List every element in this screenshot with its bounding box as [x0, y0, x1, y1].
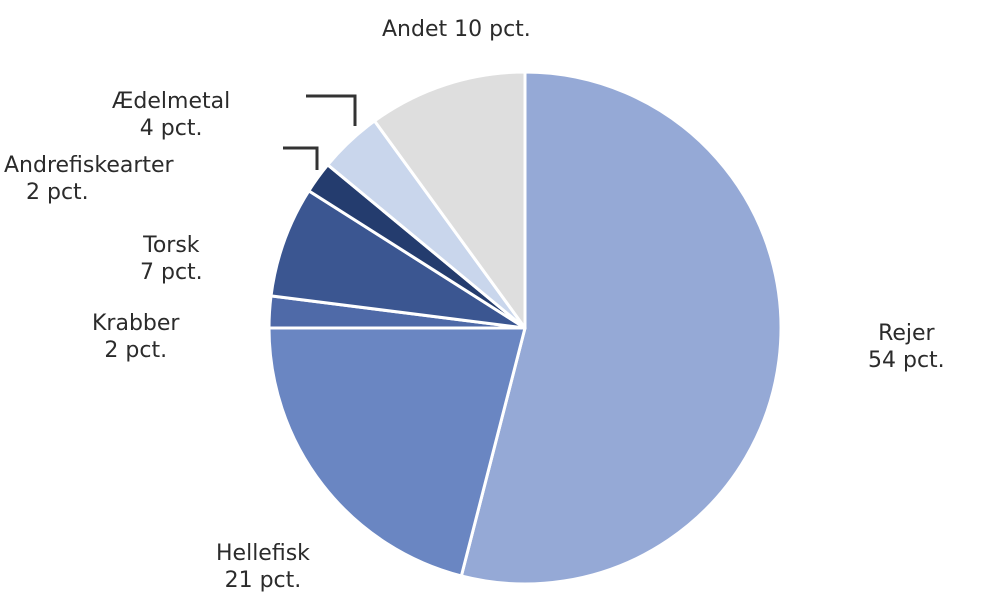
slice-label-torsk: Torsk 7 pct.	[140, 232, 203, 286]
pie-slices	[267, 70, 783, 586]
slice-label-torsk-value: 7 pct.	[140, 260, 203, 285]
slice-label-krabber-name: Krabber	[92, 311, 180, 336]
slice-label-rejer: Rejer 54 pct.	[868, 320, 945, 374]
slice-label-andet-name: Andet	[382, 17, 448, 42]
slice-label-krabber-value: 2 pct.	[104, 338, 168, 363]
slice-label-andrefiskearter-name: Andrefiskearter	[4, 153, 174, 178]
slice-label-aedelmetal-value: 4 pct.	[139, 116, 203, 141]
pie-slice-hellefisk	[267, 326, 527, 578]
slice-label-andrefiskearter: Andrefiskearter 2 pct.	[4, 152, 174, 206]
slice-label-rejer-name: Rejer	[878, 321, 935, 346]
slice-label-rejer-value: 54 pct.	[868, 348, 945, 373]
pie-slice-torsk	[269, 189, 527, 330]
slice-label-hellefisk: Hellefisk 21 pct.	[216, 540, 310, 594]
slice-label-hellefisk-value: 21 pct.	[224, 568, 302, 593]
slice-label-andrefiskearter-value: 2 pct.	[26, 180, 89, 205]
slice-label-andet-value: 10 pct.	[454, 17, 531, 42]
slice-label-torsk-name: Torsk	[143, 233, 200, 258]
pie-slice-rejer	[459, 70, 783, 586]
slice-label-aedelmetal: Ædelmetal 4 pct.	[112, 88, 230, 142]
slice-label-andet: Andet 10 pct.	[382, 16, 531, 43]
slice-label-aedelmetal-name: Ædelmetal	[112, 89, 231, 114]
slice-label-hellefisk-name: Hellefisk	[216, 541, 310, 566]
leader-line-aedelmetal	[306, 94, 357, 126]
leader-lines	[283, 94, 357, 170]
pie-slice-andet	[373, 70, 527, 330]
leader-line-andrefiskearter	[283, 146, 319, 170]
slice-label-krabber: Krabber 2 pct.	[92, 310, 179, 364]
